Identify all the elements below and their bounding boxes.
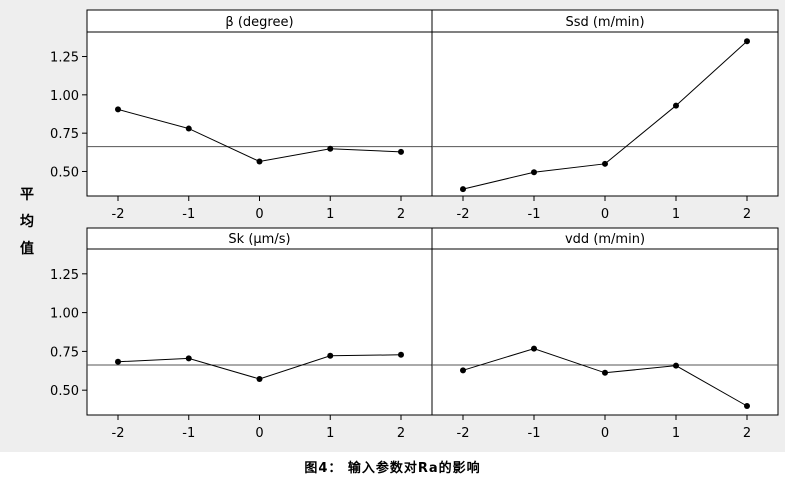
x-tick-label: -1 <box>182 426 195 441</box>
y-axis-label-char-2: 均 <box>20 214 34 230</box>
data-point <box>398 351 404 358</box>
data-point <box>115 106 121 113</box>
x-tick-label: -1 <box>182 207 195 222</box>
data-point <box>602 160 608 167</box>
x-tick-label: 0 <box>255 426 263 441</box>
x-tick-label: -2 <box>112 207 125 222</box>
panel-frame <box>431 227 779 416</box>
x-tick-label: 0 <box>601 207 609 222</box>
y-axis-label-char-3: 值 <box>20 241 34 257</box>
data-point <box>673 362 679 369</box>
panel-frame <box>86 9 433 197</box>
x-tick-label: 0 <box>601 426 609 441</box>
x-tick-label: 0 <box>255 207 263 222</box>
y-tick-label: 1.00 <box>50 89 79 104</box>
y-tick-label: 1.25 <box>50 268 79 283</box>
data-point <box>256 158 263 165</box>
data-point <box>673 102 679 109</box>
data-point <box>256 376 263 383</box>
data-point <box>185 355 192 362</box>
panel-title: vdd (m/min) <box>565 232 645 247</box>
y-tick-label: 0.50 <box>50 384 79 399</box>
y-axis-label-char-1: 平 <box>20 187 34 203</box>
data-point <box>460 186 466 193</box>
x-tick-label: -1 <box>528 207 541 222</box>
data-point <box>744 38 750 45</box>
figure-caption: 图4： 输入参数对Ra的影响 <box>304 461 481 476</box>
panel-frame <box>431 9 779 197</box>
x-tick-label: 2 <box>743 426 751 441</box>
data-point <box>327 145 334 152</box>
panel-title: Sk (μm/s) <box>228 232 290 247</box>
main-effects-chart: β (degree) -2 -1 0 1 2 0.50 0.75 1.00 1.25 Ssd (m/… <box>0 0 785 452</box>
x-tick-label: 2 <box>397 426 405 441</box>
panel-title: Ssd (m/min) <box>565 15 644 30</box>
data-point <box>531 345 537 352</box>
y-tick-label: 1.00 <box>50 307 79 322</box>
y-tick-label: 0.75 <box>50 345 79 360</box>
y-tick-label: 1.25 <box>50 51 79 66</box>
data-point <box>398 148 404 155</box>
x-tick-label: -2 <box>457 426 470 441</box>
data-point <box>602 369 608 376</box>
x-tick-label: -2 <box>457 207 470 222</box>
chart-canvas: β (degree) -2 -1 0 1 2 0.50 0.75 1.00 1.25 Ssd (m/… <box>50 9 779 441</box>
x-tick-label: 2 <box>743 207 751 222</box>
x-tick-label: 1 <box>326 426 334 441</box>
x-tick-label: 1 <box>672 426 680 441</box>
data-point <box>744 403 750 410</box>
panel-title: β (degree) <box>225 15 293 30</box>
x-tick-label: -1 <box>528 426 541 441</box>
data-point <box>531 169 537 176</box>
panel-frame <box>86 227 433 416</box>
data-point <box>115 358 121 365</box>
y-tick-label: 0.75 <box>50 127 79 142</box>
x-tick-label: 1 <box>672 207 680 222</box>
data-point <box>327 352 334 359</box>
data-point <box>460 367 466 374</box>
y-tick-label: 0.50 <box>50 165 79 180</box>
data-point <box>185 125 192 132</box>
x-tick-label: 1 <box>326 207 334 222</box>
x-tick-label: -2 <box>112 426 125 441</box>
x-tick-label: 2 <box>397 207 405 222</box>
